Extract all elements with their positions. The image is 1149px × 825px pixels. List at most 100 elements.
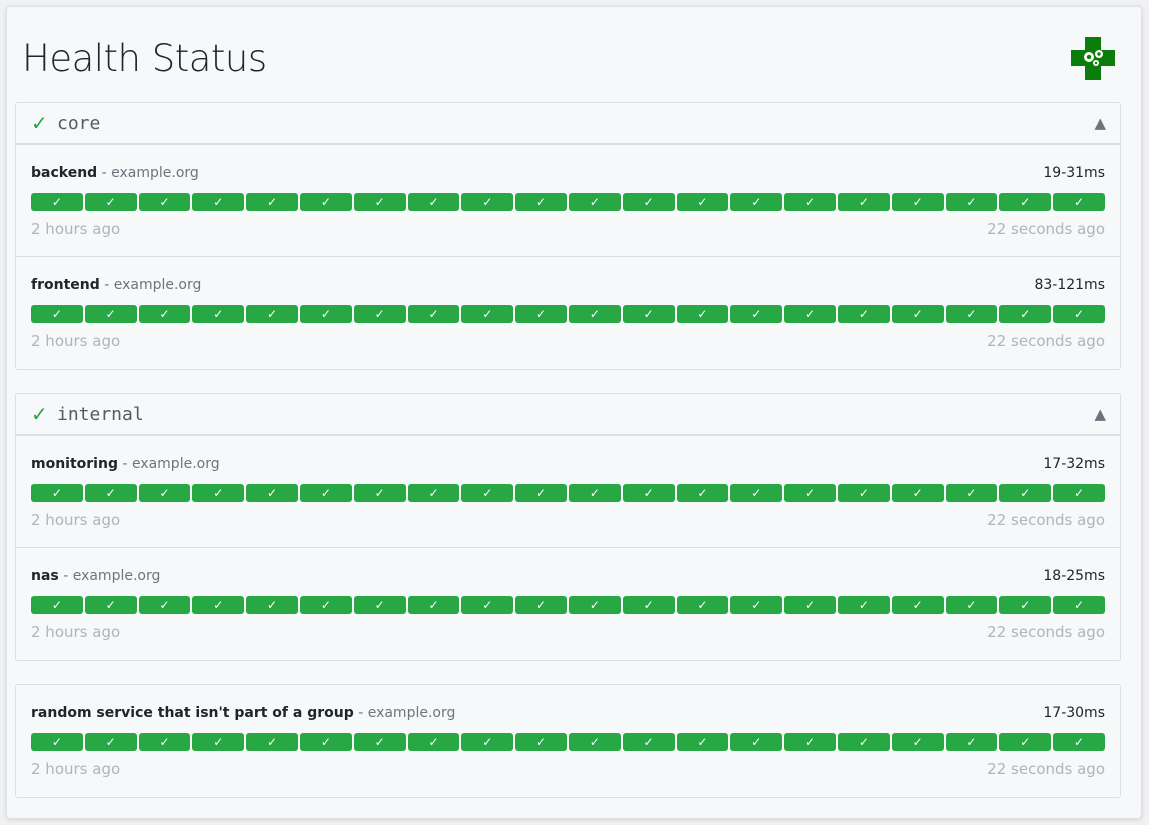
result-bar-success[interactable]: ✓ [138,305,191,323]
result-bar-success[interactable]: ✓ [299,305,352,323]
result-bar-success[interactable]: ✓ [945,484,998,502]
result-bar-success[interactable]: ✓ [192,484,245,502]
result-bar-success[interactable]: ✓ [784,596,836,614]
result-bar-success[interactable]: ✓ [515,193,567,211]
result-bar-success[interactable]: ✓ [945,305,998,323]
result-bar-success[interactable]: ✓ [299,484,352,502]
result-bar-success[interactable]: ✓ [999,484,1052,502]
result-bar-success[interactable]: ✓ [1053,484,1105,502]
result-bar-success[interactable]: ✓ [945,193,998,211]
result-bar-success[interactable]: ✓ [784,305,836,323]
result-bar-success[interactable]: ✓ [299,733,352,751]
result-bar-success[interactable]: ✓ [138,484,191,502]
result-bar-success[interactable]: ✓ [1053,596,1105,614]
result-bar-success[interactable]: ✓ [515,596,567,614]
result-bar-success[interactable]: ✓ [945,733,998,751]
group-header[interactable]: ✓ internal ▲ [16,394,1120,436]
result-bar-success[interactable]: ✓ [676,596,729,614]
result-bar-success[interactable]: ✓ [84,305,137,323]
result-bar-success[interactable]: ✓ [568,733,621,751]
result-bar-success[interactable]: ✓ [837,733,890,751]
result-bar-success[interactable]: ✓ [31,193,83,211]
service-title[interactable]: nas - example.org [31,568,160,584]
service-title[interactable]: backend - example.org [31,165,199,181]
result-bar-success[interactable]: ✓ [999,305,1052,323]
result-bar-success[interactable]: ✓ [891,733,944,751]
result-bar-success[interactable]: ✓ [568,305,621,323]
result-bar-success[interactable]: ✓ [945,596,998,614]
result-bar-success[interactable]: ✓ [353,596,406,614]
result-bar-success[interactable]: ✓ [84,484,137,502]
result-bar-success[interactable]: ✓ [999,596,1052,614]
service-title[interactable]: frontend - example.org [31,277,201,293]
result-bar-success[interactable]: ✓ [730,484,783,502]
result-bar-success[interactable]: ✓ [837,193,890,211]
result-bar-success[interactable]: ✓ [461,193,514,211]
result-bar-success[interactable]: ✓ [353,305,406,323]
result-bar-success[interactable]: ✓ [676,733,729,751]
service-title[interactable]: monitoring - example.org [31,456,220,472]
result-bar-success[interactable]: ✓ [891,596,944,614]
result-bar-success[interactable]: ✓ [891,193,944,211]
result-bar-success[interactable]: ✓ [622,733,675,751]
result-bar-success[interactable]: ✓ [515,305,567,323]
result-bar-success[interactable]: ✓ [407,733,460,751]
result-bar-success[interactable]: ✓ [837,596,890,614]
result-bar-success[interactable]: ✓ [730,596,783,614]
result-bar-success[interactable]: ✓ [676,484,729,502]
result-bar-success[interactable]: ✓ [784,484,836,502]
result-bar-success[interactable]: ✓ [192,733,245,751]
result-bar-success[interactable]: ✓ [84,596,137,614]
result-bar-success[interactable]: ✓ [1053,733,1105,751]
result-bar-success[interactable]: ✓ [31,484,83,502]
result-bar-success[interactable]: ✓ [622,596,675,614]
service-title[interactable]: random service that isn't part of a grou… [31,705,455,721]
result-bar-success[interactable]: ✓ [730,305,783,323]
result-bar-success[interactable]: ✓ [1053,193,1105,211]
result-bar-success[interactable]: ✓ [84,733,137,751]
result-bar-success[interactable]: ✓ [515,733,567,751]
result-bar-success[interactable]: ✓ [246,193,298,211]
result-bar-success[interactable]: ✓ [84,193,137,211]
result-bar-success[interactable]: ✓ [730,733,783,751]
result-bar-success[interactable]: ✓ [461,484,514,502]
result-bar-success[interactable]: ✓ [837,484,890,502]
collapse-triangle-icon[interactable]: ▲ [1094,114,1106,132]
group-header[interactable]: ✓ core ▲ [16,103,1120,145]
result-bar-success[interactable]: ✓ [515,484,567,502]
result-bar-success[interactable]: ✓ [192,193,245,211]
result-bar-success[interactable]: ✓ [891,305,944,323]
result-bar-success[interactable]: ✓ [837,305,890,323]
result-bar-success[interactable]: ✓ [784,193,836,211]
result-bar-success[interactable]: ✓ [999,193,1052,211]
result-bar-success[interactable]: ✓ [31,596,83,614]
result-bar-success[interactable]: ✓ [192,305,245,323]
result-bar-success[interactable]: ✓ [31,305,83,323]
result-bar-success[interactable]: ✓ [31,733,83,751]
result-bar-success[interactable]: ✓ [407,484,460,502]
result-bar-success[interactable]: ✓ [1053,305,1105,323]
result-bar-success[interactable]: ✓ [568,596,621,614]
result-bar-success[interactable]: ✓ [246,305,298,323]
result-bar-success[interactable]: ✓ [192,596,245,614]
result-bar-success[interactable]: ✓ [622,305,675,323]
result-bar-success[interactable]: ✓ [299,193,352,211]
collapse-triangle-icon[interactable]: ▲ [1094,405,1106,423]
result-bar-success[interactable]: ✓ [407,193,460,211]
result-bar-success[interactable]: ✓ [353,484,406,502]
result-bar-success[interactable]: ✓ [138,596,191,614]
result-bar-success[interactable]: ✓ [784,733,836,751]
result-bar-success[interactable]: ✓ [407,305,460,323]
result-bar-success[interactable]: ✓ [138,733,191,751]
result-bar-success[interactable]: ✓ [676,305,729,323]
result-bar-success[interactable]: ✓ [730,193,783,211]
result-bar-success[interactable]: ✓ [353,733,406,751]
result-bar-success[interactable]: ✓ [246,733,298,751]
result-bar-success[interactable]: ✓ [353,193,406,211]
result-bar-success[interactable]: ✓ [568,484,621,502]
result-bar-success[interactable]: ✓ [622,193,675,211]
result-bar-success[interactable]: ✓ [891,484,944,502]
result-bar-success[interactable]: ✓ [246,596,298,614]
result-bar-success[interactable]: ✓ [999,733,1052,751]
result-bar-success[interactable]: ✓ [407,596,460,614]
